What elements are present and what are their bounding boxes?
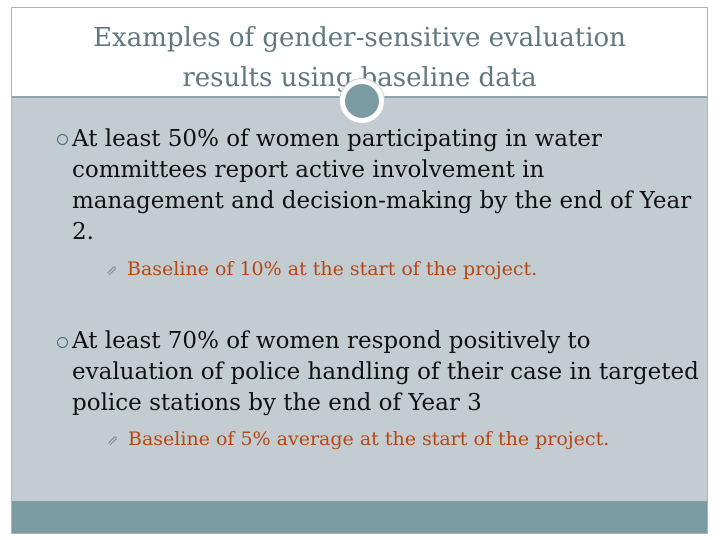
ring-bullet-icon (57, 134, 68, 145)
content-area (12, 98, 707, 501)
ring-bullet-icon (57, 337, 68, 348)
decorative-circle-icon (340, 79, 384, 123)
bullet-1-text: At least 50% of women participating in w… (72, 126, 692, 245)
arrow-bullet-icon: ⇗ (106, 263, 118, 279)
sub-bullet-1-text: Baseline of 10% at the start of the proj… (127, 258, 538, 280)
bullet-2-text: At least 70% of women respond positively… (72, 328, 699, 416)
slide-frame (11, 7, 708, 534)
arrow-bullet-icon: ⇗ (107, 433, 119, 449)
slide-title-line-1: Examples of gender-sensitive evaluation (93, 23, 626, 53)
sub-bullet-2-text: Baseline of 5% average at the start of t… (128, 428, 610, 450)
footer-bar (12, 501, 707, 533)
